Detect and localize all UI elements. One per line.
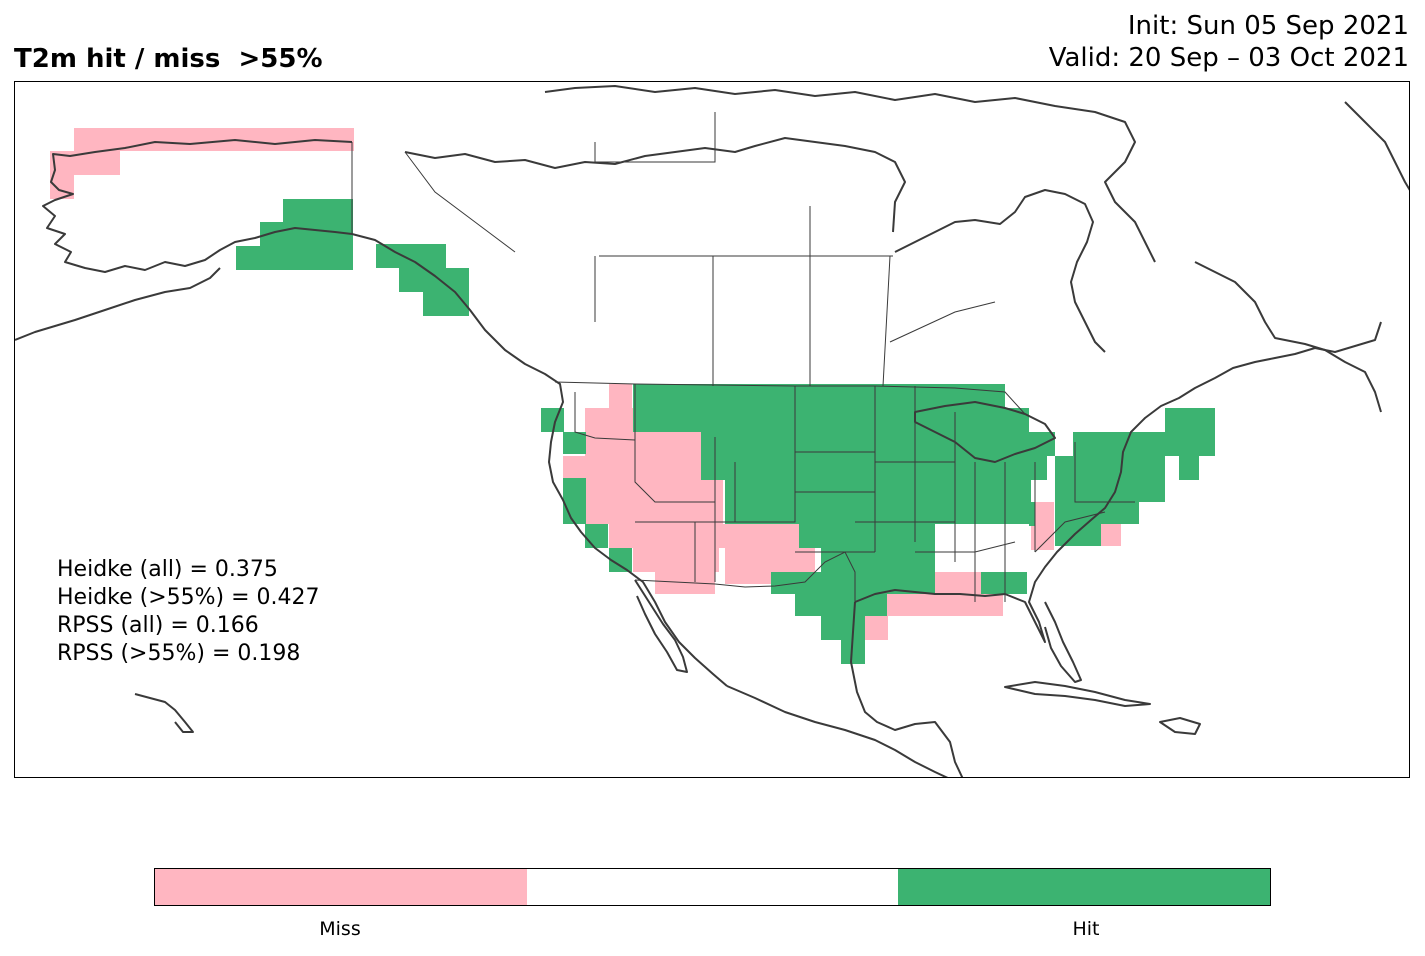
miss-cell [655, 524, 725, 548]
mexico-coast [726, 685, 949, 777]
hit-cell [1029, 502, 1035, 526]
hawaii-coast [134, 693, 194, 733]
us-canada-border [554, 381, 1026, 415]
hit-cell [260, 222, 353, 246]
hit-cell [1055, 502, 1135, 524]
baja-coast [634, 579, 688, 673]
miss-cell [679, 548, 719, 572]
miss-cell [935, 572, 981, 594]
hit-cell [633, 408, 1029, 432]
score-rpss-55: RPSS (>55%) = 0.198 [57, 641, 301, 666]
gulf-north-coast [854, 321, 1382, 643]
score-heidke-55: Heidke (>55%) = 0.427 [57, 585, 320, 610]
map-panel [14, 81, 1410, 778]
date-info: Init: Sun 05 Sep 2021 Valid: 20 Sep – 03… [1049, 10, 1409, 74]
miss-cell [609, 524, 659, 548]
init-date: Init: Sun 05 Sep 2021 [1127, 11, 1409, 41]
miss-cell [887, 594, 1003, 616]
valid-range: Valid: 20 Sep – 03 Oct 2021 [1048, 43, 1409, 73]
colorbar-label-miss: Miss [319, 918, 361, 940]
score-heidke-all: Heidke (all) = 0.375 [57, 557, 278, 582]
hit-cell [563, 432, 586, 454]
colorbar-miss [155, 869, 527, 905]
miss-cell [74, 128, 354, 151]
miss-cell [585, 432, 701, 456]
hit-cell [283, 199, 353, 223]
us-states [574, 384, 1135, 602]
hit-cell [1055, 456, 1165, 480]
hit-cell [725, 504, 1031, 524]
hit-cell [821, 572, 935, 594]
gulf-coast [850, 601, 964, 777]
miss-cell [609, 384, 632, 408]
hudson-bay-coast [894, 189, 1106, 353]
colorbar-hit [898, 869, 1271, 905]
north-america-map [15, 85, 1409, 777]
colorbar [154, 868, 1271, 906]
hispaniola-coast [1159, 717, 1201, 735]
hit-cell [236, 246, 353, 270]
hit-cell [821, 616, 865, 640]
canada-north-coast [404, 137, 906, 233]
arctic-islands [544, 85, 1156, 263]
colorbar-label-hit: Hit [1072, 918, 1100, 940]
aleutian-coast [15, 267, 221, 341]
great-lakes [914, 401, 1056, 463]
miss-cell [633, 548, 679, 572]
greenland-coast [1344, 101, 1409, 191]
canada-provinces [404, 112, 996, 387]
hit-cell [795, 594, 887, 616]
colorbar-neutral [526, 869, 899, 905]
hit-cell [1119, 502, 1139, 524]
miss-cell [585, 480, 723, 504]
coastlines [15, 85, 1409, 777]
hit-cell [399, 268, 469, 292]
hit-cell [563, 478, 586, 524]
miss-cell [563, 456, 701, 480]
hit-cell [1179, 432, 1215, 456]
pacific-coast [351, 233, 728, 687]
hit-cell [725, 480, 1031, 504]
hit-cell [541, 408, 564, 432]
map-title: T2m hit / miss >55% [14, 44, 323, 74]
miss-cell [865, 616, 888, 640]
cuba-coast [1004, 681, 1151, 707]
hit-cell [585, 524, 608, 548]
labrador-coast [1194, 261, 1382, 413]
miss-cell [585, 504, 723, 524]
hit-cell [423, 292, 469, 316]
hit-cell [1055, 524, 1101, 546]
hit-cell [799, 524, 935, 548]
miss-cell [1031, 502, 1054, 550]
miss-cell [585, 408, 633, 432]
miss-cell [1101, 522, 1121, 546]
hit-cell [981, 572, 1027, 594]
skill-scores: Heidke (all) = 0.375 Heidke (>55%) = 0.4… [57, 556, 320, 668]
hit-miss-cells [50, 128, 1215, 664]
hit-cell [1055, 480, 1165, 502]
hit-cell [1165, 408, 1215, 432]
hit-cell [1179, 456, 1199, 480]
alaska-coast [42, 139, 353, 273]
hit-cell [701, 432, 1055, 456]
hit-cell [609, 548, 632, 572]
florida-coast [1044, 601, 1082, 683]
us-mexico-border [634, 551, 856, 602]
borders [351, 112, 1135, 602]
hit-cell [701, 456, 1047, 480]
score-rpss-all: RPSS (all) = 0.166 [57, 613, 259, 638]
